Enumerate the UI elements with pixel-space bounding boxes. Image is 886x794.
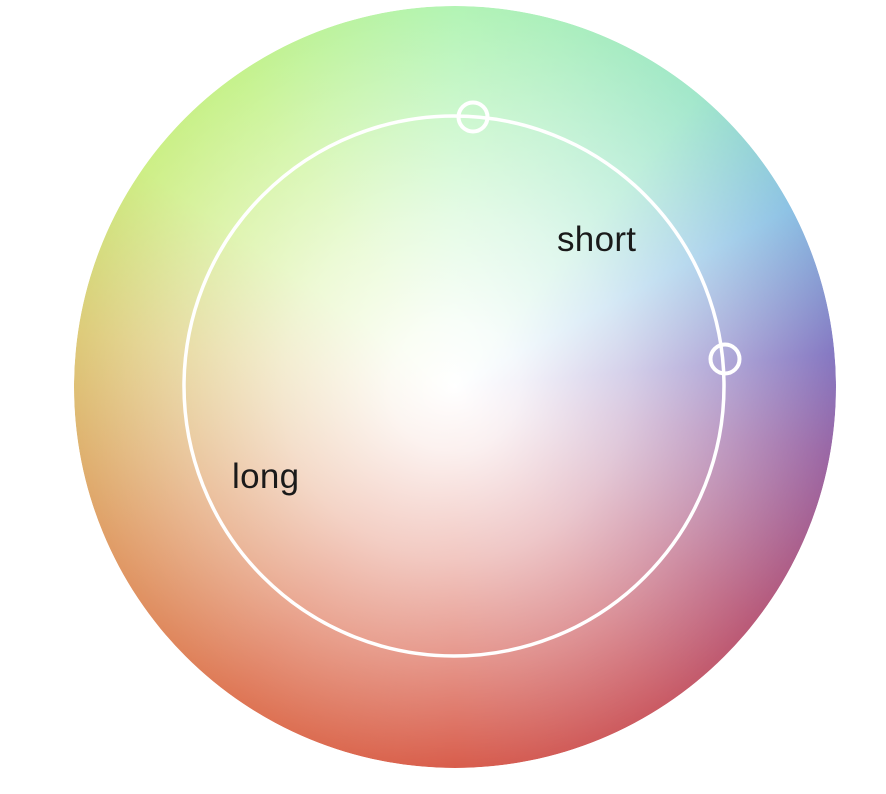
short-arc-label: short bbox=[557, 220, 637, 259]
color-wheel[interactable] bbox=[74, 6, 836, 768]
long-arc-label: long bbox=[232, 457, 300, 496]
saturation-gradient bbox=[74, 6, 836, 768]
hue-range-ring bbox=[182, 114, 726, 658]
start-handle[interactable] bbox=[456, 100, 490, 134]
end-handle[interactable] bbox=[708, 342, 742, 376]
